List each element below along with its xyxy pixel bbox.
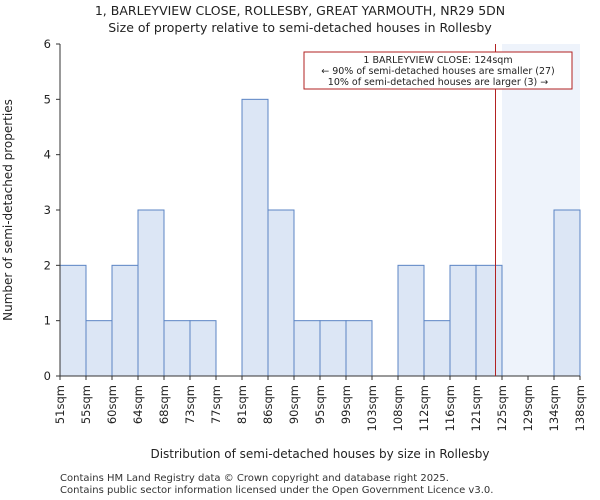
- x-tick-label: 64sqm: [131, 385, 145, 424]
- x-ticks: 51sqm 55sqm 60sqm 64sqm 68sqm 73sqm 77sqm 81sqm…: [53, 376, 587, 431]
- footer-copyright: Contains HM Land Registry data © Crown c…: [60, 473, 449, 484]
- chart-title: 1, BARLEYVIEW CLOSE, ROLLESBY, GREAT YAR…: [94, 3, 506, 18]
- x-tick-label: 55sqm: [79, 385, 93, 424]
- x-tick-label: 116sqm: [443, 385, 457, 431]
- bar-55sqm: [85, 320, 113, 377]
- footer-licence: Contains public sector information licen…: [60, 485, 494, 496]
- bar-134sqm: [553, 209, 581, 377]
- y-axis-title: Number of semi-detached properties: [1, 99, 15, 321]
- x-tick-label: 108sqm: [391, 385, 405, 431]
- bars: [59, 98, 581, 377]
- bar-81sqm: [241, 98, 269, 377]
- y-tick-label: 6: [44, 37, 51, 51]
- x-tick-label: 51sqm: [53, 385, 67, 424]
- annotation-box: 1 BARLEYVIEW CLOSE: 124sqm ← 90% of semi…: [303, 51, 573, 90]
- x-tick-label: 125sqm: [495, 385, 509, 431]
- annotation-line-1: 1 BARLEYVIEW CLOSE: 124sqm: [363, 55, 512, 66]
- x-tick-label: 134sqm: [547, 385, 561, 431]
- annotation-line-3: 10% of semi-detached houses are larger (…: [328, 77, 548, 88]
- y-tick-label: 0: [44, 369, 51, 383]
- bar-64sqm: [137, 209, 165, 377]
- bar-121sqm: [475, 264, 503, 377]
- x-tick-label: 86sqm: [261, 385, 275, 424]
- bar-60sqm: [111, 264, 139, 377]
- bar-108sqm: [397, 264, 425, 377]
- y-ticks: 0 1 2 3 4 5 6: [44, 37, 60, 383]
- chart-subtitle: Size of property relative to semi-detach…: [108, 20, 492, 35]
- x-tick-label: 81sqm: [235, 385, 249, 424]
- x-tick-label: 103sqm: [365, 385, 379, 431]
- x-tick-label: 60sqm: [105, 385, 119, 424]
- x-tick-label: 112sqm: [417, 385, 431, 431]
- x-tick-label: 121sqm: [469, 385, 483, 431]
- x-tick-label: 73sqm: [183, 385, 197, 424]
- x-tick-label: 99sqm: [339, 385, 353, 424]
- bar-68sqm: [163, 320, 191, 377]
- y-tick-label: 1: [44, 314, 51, 328]
- bar-51sqm: [59, 264, 87, 377]
- x-tick-label: 68sqm: [157, 385, 171, 424]
- y-tick-label: 3: [44, 203, 51, 217]
- y-tick-label: 5: [44, 92, 51, 106]
- y-tick-label: 4: [44, 148, 51, 162]
- bar-112sqm: [423, 320, 451, 377]
- x-tick-label: 138sqm: [573, 385, 587, 431]
- bar-90sqm: [293, 320, 321, 377]
- bar-73sqm: [189, 320, 217, 377]
- bar-99sqm: [345, 320, 373, 377]
- x-tick-label: 77sqm: [209, 385, 223, 424]
- bar-116sqm: [449, 264, 477, 377]
- x-axis-title: Distribution of semi-detached houses by …: [150, 447, 489, 461]
- bar-86sqm: [267, 209, 295, 377]
- bar-95sqm: [319, 320, 347, 377]
- y-tick-label: 2: [44, 258, 51, 272]
- annotation-line-2: ← 90% of semi-detached houses are smalle…: [321, 66, 555, 77]
- x-tick-label: 129sqm: [521, 385, 535, 431]
- x-tick-label: 95sqm: [313, 385, 327, 424]
- x-tick-label: 90sqm: [287, 385, 301, 424]
